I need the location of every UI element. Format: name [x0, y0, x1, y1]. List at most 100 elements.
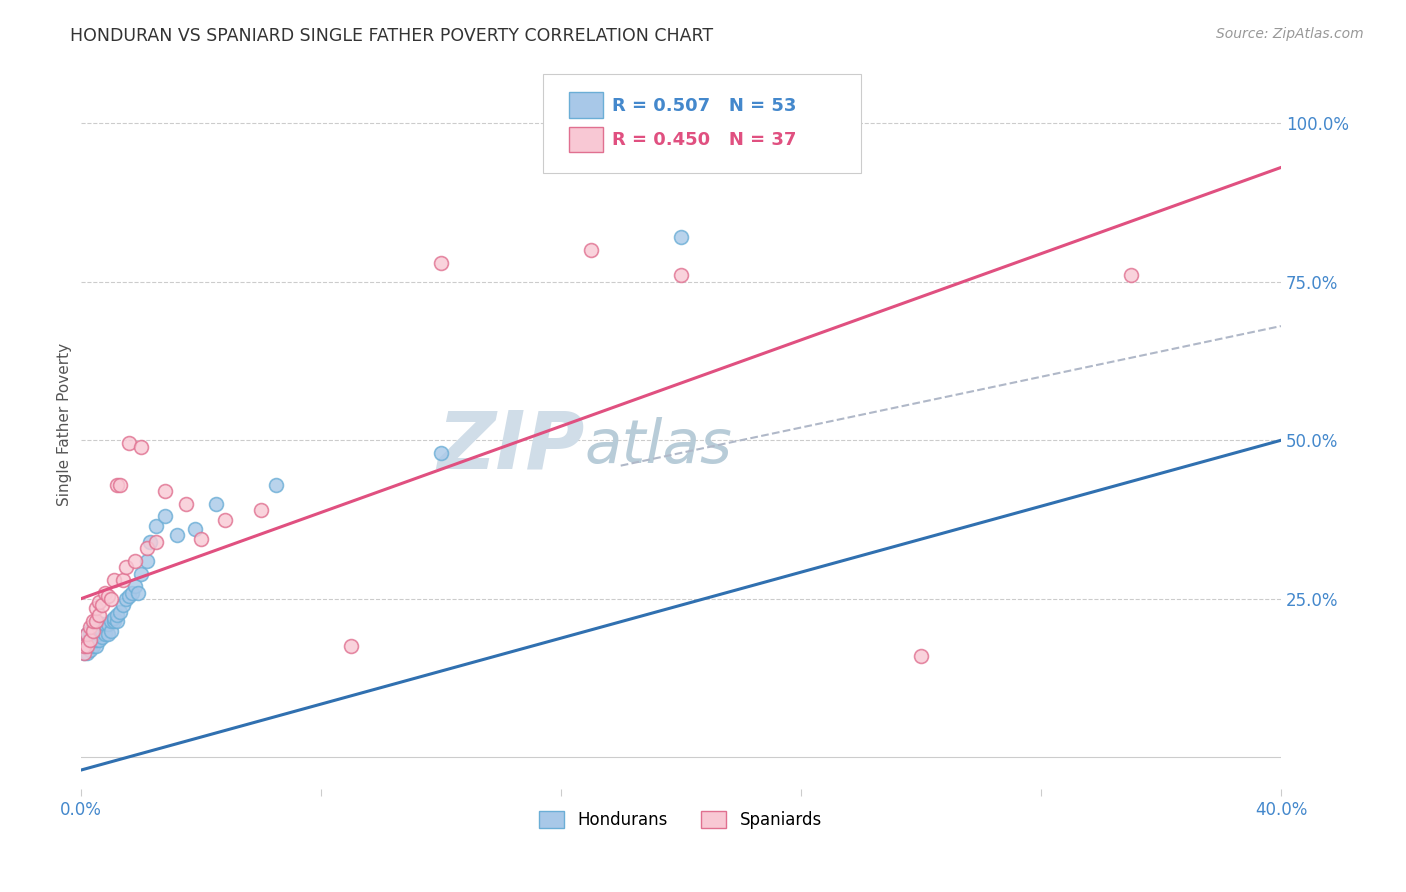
Text: atlas: atlas — [585, 417, 733, 475]
Point — [669, 268, 692, 283]
Point — [93, 617, 115, 632]
Point — [103, 611, 125, 625]
Point — [579, 243, 602, 257]
Point — [121, 585, 143, 599]
Point — [79, 636, 101, 650]
Point — [90, 630, 112, 644]
Point — [145, 534, 167, 549]
Point — [82, 620, 104, 634]
Point — [87, 607, 110, 622]
Point — [82, 633, 104, 648]
Point — [82, 640, 104, 654]
Point — [429, 446, 451, 460]
Point — [79, 642, 101, 657]
Point — [82, 627, 104, 641]
FancyBboxPatch shape — [543, 74, 860, 173]
Point — [76, 633, 98, 648]
Point — [105, 614, 128, 628]
Point — [72, 646, 94, 660]
Point — [87, 633, 110, 648]
Point — [84, 617, 107, 632]
Point — [76, 646, 98, 660]
Point — [82, 624, 104, 638]
Point — [117, 436, 139, 450]
Point — [138, 534, 160, 549]
Point — [76, 640, 98, 654]
Point — [100, 591, 122, 606]
Point — [127, 585, 149, 599]
Point — [108, 477, 131, 491]
Point — [72, 640, 94, 654]
Point — [669, 230, 692, 244]
Point — [90, 599, 112, 613]
Point — [90, 624, 112, 638]
Point — [84, 627, 107, 641]
Point — [84, 614, 107, 628]
Point — [129, 566, 152, 581]
Point — [79, 630, 101, 644]
Point — [105, 477, 128, 491]
Point — [135, 554, 157, 568]
Legend: Hondurans, Spaniards: Hondurans, Spaniards — [533, 804, 828, 836]
Point — [114, 591, 136, 606]
Point — [429, 255, 451, 269]
Point — [124, 554, 146, 568]
Text: Source: ZipAtlas.com: Source: ZipAtlas.com — [1216, 27, 1364, 41]
Text: ZIP: ZIP — [437, 408, 585, 485]
Point — [117, 589, 139, 603]
Point — [79, 624, 101, 638]
FancyBboxPatch shape — [569, 93, 603, 118]
Point — [910, 648, 932, 663]
Point — [82, 614, 104, 628]
Point — [124, 579, 146, 593]
Point — [111, 599, 134, 613]
Point — [190, 532, 212, 546]
Point — [87, 620, 110, 634]
Text: HONDURAN VS SPANIARD SINGLE FATHER POVERTY CORRELATION CHART: HONDURAN VS SPANIARD SINGLE FATHER POVER… — [70, 27, 713, 45]
Point — [96, 627, 118, 641]
Point — [153, 483, 176, 498]
Point — [84, 633, 107, 648]
Point — [79, 620, 101, 634]
Point — [105, 607, 128, 622]
Point — [108, 605, 131, 619]
Point — [339, 640, 361, 654]
Point — [166, 528, 188, 542]
Point — [103, 573, 125, 587]
Point — [72, 636, 94, 650]
Point — [103, 614, 125, 628]
Point — [135, 541, 157, 555]
Point — [204, 497, 226, 511]
Point — [183, 522, 205, 536]
Point — [87, 627, 110, 641]
Point — [72, 646, 94, 660]
Point — [90, 617, 112, 632]
Point — [76, 627, 98, 641]
Point — [72, 642, 94, 657]
Text: R = 0.507   N = 53: R = 0.507 N = 53 — [612, 96, 797, 114]
Point — [79, 633, 101, 648]
Point — [93, 585, 115, 599]
Point — [76, 640, 98, 654]
Point — [84, 640, 107, 654]
Y-axis label: Single Father Poverty: Single Father Poverty — [58, 343, 72, 506]
Point — [153, 509, 176, 524]
Point — [84, 601, 107, 615]
Point — [214, 512, 236, 526]
Point — [114, 560, 136, 574]
Point — [76, 627, 98, 641]
Point — [145, 519, 167, 533]
Point — [249, 503, 271, 517]
FancyBboxPatch shape — [569, 127, 603, 153]
Point — [87, 595, 110, 609]
Point — [96, 617, 118, 632]
Point — [129, 440, 152, 454]
Point — [96, 589, 118, 603]
Point — [93, 627, 115, 641]
Point — [174, 497, 197, 511]
Point — [100, 624, 122, 638]
Point — [111, 573, 134, 587]
Point — [264, 477, 287, 491]
Point — [100, 614, 122, 628]
Point — [1119, 268, 1142, 283]
